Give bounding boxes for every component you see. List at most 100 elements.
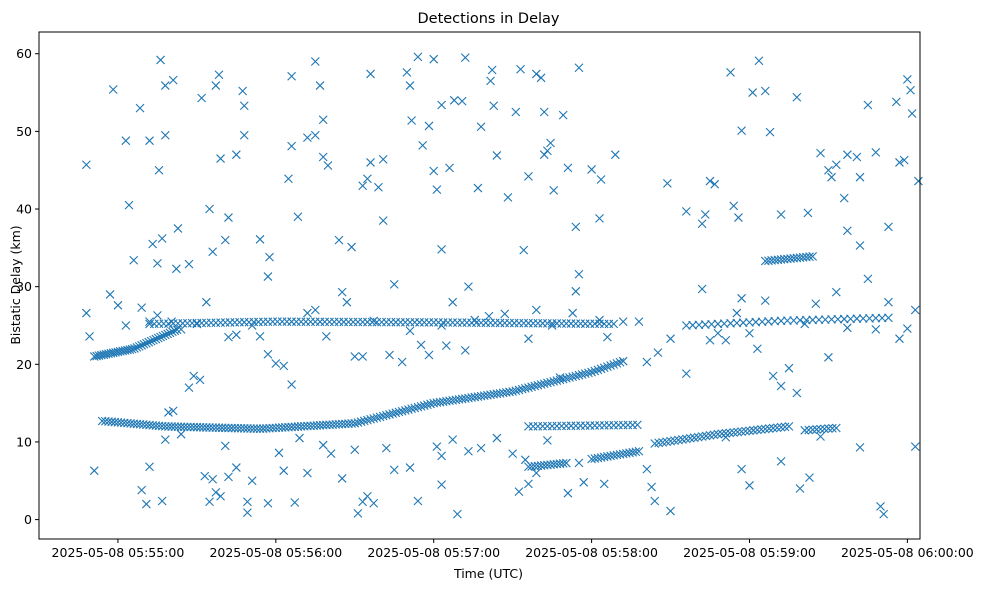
data-point-x-marker [437, 245, 446, 254]
y-tick-label: 60 [16, 46, 32, 61]
data-point-x-marker [595, 315, 604, 325]
data-point-x-marker [760, 424, 770, 434]
data-point-x-marker [389, 465, 399, 475]
data-point-x-marker [734, 213, 743, 222]
data-point-x-marker [318, 152, 328, 162]
data-point-x-marker [803, 208, 813, 218]
data-point-x-marker [596, 175, 606, 184]
data-point-x-marker [249, 424, 259, 433]
data-point-x-marker [156, 332, 165, 342]
data-point-x-marker [239, 101, 249, 111]
data-point-x-marker [827, 423, 837, 433]
data-point-x-marker [902, 324, 912, 333]
data-point-x-marker [642, 464, 652, 474]
plot-frame [38, 31, 921, 540]
data-point-x-marker [852, 152, 862, 162]
data-point-x-marker [432, 185, 442, 195]
data-point-x-marker [255, 331, 265, 341]
data-point-x-marker [402, 67, 412, 77]
data-point-x-marker [448, 297, 458, 307]
data-point-x-marker [437, 480, 446, 490]
data-point-x-marker [884, 222, 893, 232]
data-point-x-marker [587, 367, 596, 377]
y-tick-label: 0 [24, 512, 32, 527]
data-point-x-marker [476, 443, 486, 453]
data-point-x-marker [243, 497, 252, 507]
data-point-x-marker [713, 328, 723, 338]
data-point-x-marker [705, 430, 715, 440]
data-point-x-marker [137, 303, 147, 313]
data-point-x-marker [520, 455, 530, 465]
data-point-x-marker [808, 315, 818, 325]
data-point-x-marker [350, 445, 360, 455]
data-point-x-marker [230, 423, 240, 433]
data-point-x-marker [705, 176, 715, 186]
data-point-x-marker [808, 425, 818, 435]
data-point-x-marker [484, 311, 494, 321]
data-point-x-marker [546, 138, 555, 148]
data-point-x-marker [85, 331, 94, 341]
data-point-x-marker [800, 425, 810, 435]
data-point-x-marker [144, 337, 154, 347]
data-point-x-marker [877, 313, 887, 323]
data-point-x-marker [205, 423, 214, 432]
data-point-x-marker [593, 365, 603, 375]
data-point-x-marker [618, 356, 628, 366]
data-point-x-marker [782, 316, 792, 326]
data-point-x-marker [726, 67, 735, 77]
data-point-x-marker [363, 174, 372, 184]
data-point-x-marker [350, 352, 360, 361]
data-point-x-marker [721, 335, 731, 345]
data-point-x-marker [855, 172, 865, 182]
data-point-x-marker [445, 163, 454, 173]
data-point-x-marker [413, 496, 423, 506]
data-point-x-marker [666, 506, 675, 516]
data-point-x-marker [211, 423, 221, 433]
data-point-x-marker [792, 92, 802, 102]
data-point-x-marker [531, 305, 541, 315]
data-point-x-marker [429, 54, 439, 64]
data-point-x-marker [192, 422, 202, 432]
data-point-x-marker [784, 363, 794, 373]
y-axis-label: Bistatic Delay (km) [8, 225, 23, 344]
data-point-x-marker [216, 491, 225, 501]
data-point-x-marker [315, 81, 325, 90]
data-point-x-marker [168, 75, 178, 85]
data-point-x-marker [141, 499, 151, 509]
data-point-x-marker [634, 446, 644, 456]
data-point-x-marker [827, 172, 836, 182]
data-point-x-marker [470, 315, 480, 325]
data-point-x-marker [752, 425, 762, 435]
data-point-x-marker [135, 103, 145, 113]
data-point-x-marker [290, 498, 300, 507]
data-point-x-marker [745, 481, 754, 490]
data-point-x-marker [274, 448, 284, 458]
data-point-x-marker [405, 326, 415, 336]
data-point-x-marker [220, 441, 230, 451]
data-point-x-marker [197, 93, 207, 103]
data-point-x-marker [148, 239, 158, 249]
data-point-x-marker [590, 366, 600, 376]
data-point-x-marker [631, 447, 641, 457]
data-point-x-marker [173, 224, 183, 233]
data-point-x-marker [852, 314, 862, 324]
data-point-x-marker [460, 345, 470, 355]
data-point-x-marker [524, 479, 533, 489]
data-point-x-marker [599, 479, 609, 489]
data-point-x-marker [713, 429, 723, 439]
data-point-x-marker [89, 466, 99, 476]
y-tick-label: 30 [16, 279, 32, 294]
data-point-x-marker [902, 74, 912, 84]
data-point-x-marker [606, 361, 615, 370]
data-point-x-marker [397, 357, 407, 367]
data-point-x-marker [749, 425, 758, 435]
data-point-x-marker [701, 431, 711, 441]
y-tick-label: 40 [16, 202, 32, 217]
data-point-x-marker [238, 86, 248, 96]
data-point-x-marker [486, 76, 495, 86]
data-point-x-marker [571, 286, 581, 296]
data-point-x-marker [776, 316, 786, 326]
